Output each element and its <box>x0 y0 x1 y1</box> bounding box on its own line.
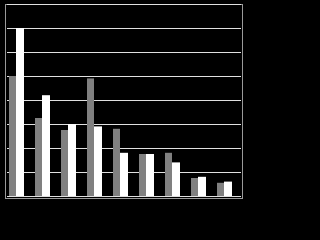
bar <box>68 124 76 196</box>
chart <box>5 4 243 199</box>
bar <box>87 78 94 196</box>
bar <box>198 176 206 196</box>
bar <box>42 95 50 196</box>
bar <box>113 128 120 196</box>
bar <box>191 178 198 196</box>
bar <box>16 28 24 196</box>
bar <box>94 126 102 196</box>
bar <box>172 162 180 196</box>
bar <box>217 182 224 196</box>
bar <box>120 152 128 196</box>
page: (() => { const data = JSON.parse(documen… <box>5 4 243 199</box>
bar <box>224 181 232 196</box>
bar <box>35 118 42 196</box>
bar <box>9 76 16 196</box>
bar <box>139 154 146 196</box>
bar <box>146 154 154 196</box>
bar <box>61 130 68 196</box>
bar <box>165 152 172 196</box>
